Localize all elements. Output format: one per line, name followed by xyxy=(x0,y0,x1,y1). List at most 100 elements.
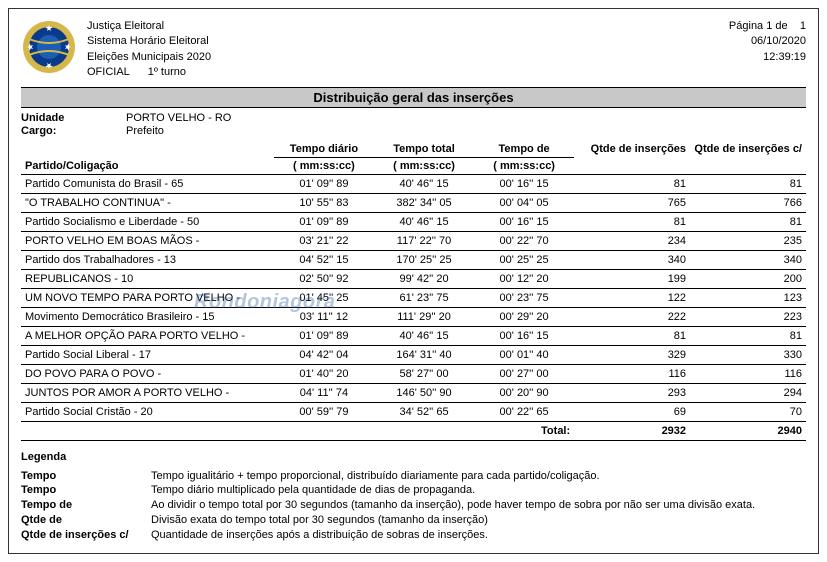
page-number: Página 1 de 1 xyxy=(729,19,806,34)
page-label: Página 1 de xyxy=(729,20,788,32)
legend-label: Qtde de inserções c/ xyxy=(21,528,151,543)
cell-qtde-c: 330 xyxy=(690,345,806,364)
cell-partido: DO POVO PARA O POVO - xyxy=(21,364,274,383)
cell-tempo-total: 34' 52'' 65 xyxy=(374,402,474,421)
page-total: 1 xyxy=(800,20,806,32)
cell-tempo-total: 146' 50'' 90 xyxy=(374,383,474,402)
cell-tempo-total: 117' 22'' 70 xyxy=(374,231,474,250)
table-row: "O TRABALHO CONTINUA" -10' 55'' 83382' 3… xyxy=(21,193,806,212)
cell-qtde: 293 xyxy=(574,383,690,402)
cell-tempo-diario: 01' 40'' 20 xyxy=(274,364,374,383)
cell-tempo-de: 00' 22'' 70 xyxy=(474,231,574,250)
table-row: Partido dos Trabalhadores - 1304' 52'' 1… xyxy=(21,250,806,269)
cell-partido: JUNTOS POR AMOR A PORTO VELHO - xyxy=(21,383,274,402)
col-tempo-total: Tempo total xyxy=(374,141,474,158)
col-unit-3: ( mm:ss:cc) xyxy=(474,157,574,174)
cell-tempo-de: 00' 27'' 00 xyxy=(474,364,574,383)
cell-tempo-de: 00' 20'' 90 xyxy=(474,383,574,402)
header: Justiça Eleitoral Sistema Horário Eleito… xyxy=(21,19,806,81)
legend-desc: Tempo diário multiplicado pela quantidad… xyxy=(151,483,475,498)
cell-tempo-diario: 01' 45'' 25 xyxy=(274,288,374,307)
meta-cargo: Cargo: Prefeito xyxy=(21,125,806,137)
cell-qtde: 340 xyxy=(574,250,690,269)
cell-tempo-total: 99' 42'' 20 xyxy=(374,269,474,288)
header-turno: 1º turno xyxy=(148,66,186,78)
header-line2: Sistema Horário Eleitoral xyxy=(87,34,729,49)
cell-tempo-de: 00' 25'' 25 xyxy=(474,250,574,269)
legend-desc: Tempo igualitário + tempo proporcional, … xyxy=(151,469,600,484)
report-title: Distribuição geral das inserções xyxy=(21,87,806,108)
cell-qtde: 329 xyxy=(574,345,690,364)
col-tempo-de: Tempo de xyxy=(474,141,574,158)
cell-qtde-c: 123 xyxy=(690,288,806,307)
cell-tempo-diario: 03' 21'' 22 xyxy=(274,231,374,250)
header-line1: Justiça Eleitoral xyxy=(87,19,729,34)
cell-qtde: 222 xyxy=(574,307,690,326)
table-row: JUNTOS POR AMOR A PORTO VELHO -04' 11'' … xyxy=(21,383,806,402)
cell-qtde-c: 81 xyxy=(690,212,806,231)
col-partido: Partido/Coligação xyxy=(21,141,274,175)
cell-qtde: 81 xyxy=(574,326,690,345)
cell-partido: Partido Social Cristão - 20 xyxy=(21,402,274,421)
cell-qtde-c: 294 xyxy=(690,383,806,402)
cell-partido: PORTO VELHO EM BOAS MÃOS - xyxy=(21,231,274,250)
cell-tempo-de: 00' 04'' 05 xyxy=(474,193,574,212)
cell-tempo-de: 00' 16'' 15 xyxy=(474,212,574,231)
cell-qtde: 116 xyxy=(574,364,690,383)
cell-qtde-c: 81 xyxy=(690,174,806,193)
cell-partido: Partido dos Trabalhadores - 13 xyxy=(21,250,274,269)
legend-label: Tempo de xyxy=(21,498,151,513)
cell-tempo-diario: 01' 09'' 89 xyxy=(274,326,374,345)
cell-qtde-c: 766 xyxy=(690,193,806,212)
header-date: 06/10/2020 xyxy=(729,34,806,49)
cell-partido: Partido Social Liberal - 17 xyxy=(21,345,274,364)
table-row: Movimento Democrático Brasileiro - 1503'… xyxy=(21,307,806,326)
unidade-label: Unidade xyxy=(21,112,126,124)
cell-tempo-diario: 00' 59'' 79 xyxy=(274,402,374,421)
cell-tempo-de: 00' 12'' 20 xyxy=(474,269,574,288)
table-row: DO POVO PARA O POVO -01' 40'' 2058' 27''… xyxy=(21,364,806,383)
cell-partido: Partido Comunista do Brasil - 65 xyxy=(21,174,274,193)
header-line4: OFICIAL 1º turno xyxy=(87,65,729,80)
col-qtde-c: Qtde de inserções c/ xyxy=(690,141,806,175)
cell-qtde: 234 xyxy=(574,231,690,250)
cell-partido: Movimento Democrático Brasileiro - 15 xyxy=(21,307,274,326)
cell-qtde-c: 116 xyxy=(690,364,806,383)
cell-tempo-diario: 01' 09'' 89 xyxy=(274,174,374,193)
cell-qtde: 81 xyxy=(574,212,690,231)
cell-qtde-c: 223 xyxy=(690,307,806,326)
cell-tempo-de: 00' 29'' 20 xyxy=(474,307,574,326)
table-row: REPUBLICANOS - 1002' 50'' 9299' 42'' 200… xyxy=(21,269,806,288)
cargo-value: Prefeito xyxy=(126,125,164,137)
cell-tempo-total: 58' 27'' 00 xyxy=(374,364,474,383)
legend-row: Qtde de inserções c/Quantidade de inserç… xyxy=(21,528,806,543)
cell-tempo-total: 40' 46'' 15 xyxy=(374,212,474,231)
col-qtde: Qtde de inserções xyxy=(574,141,690,175)
cell-partido: "O TRABALHO CONTINUA" - xyxy=(21,193,274,212)
cell-tempo-de: 00' 01'' 40 xyxy=(474,345,574,364)
legend-desc: Ao dividir o tempo total por 30 segundos… xyxy=(151,498,755,513)
cell-partido: A MELHOR OPÇÃO PARA PORTO VELHO - xyxy=(21,326,274,345)
cell-partido: REPUBLICANOS - 10 xyxy=(21,269,274,288)
cell-partido: UM NOVO TEMPO PARA PORTO VELHO - xyxy=(21,288,274,307)
cell-tempo-de: 00' 16'' 15 xyxy=(474,326,574,345)
cell-qtde: 81 xyxy=(574,174,690,193)
insertions-table: Partido/Coligação Tempo diário Tempo tot… xyxy=(21,141,806,441)
legend-row: TempoTempo igualitário + tempo proporcio… xyxy=(21,469,806,484)
legend-label: Tempo xyxy=(21,469,151,484)
unidade-value: PORTO VELHO - RO xyxy=(126,112,231,124)
cell-tempo-de: 00' 22'' 65 xyxy=(474,402,574,421)
cell-qtde: 199 xyxy=(574,269,690,288)
cell-tempo-total: 170' 25'' 25 xyxy=(374,250,474,269)
cell-tempo-diario: 10' 55'' 83 xyxy=(274,193,374,212)
header-time: 12:39:19 xyxy=(729,50,806,65)
cell-tempo-de: 00' 23'' 75 xyxy=(474,288,574,307)
legend-row: Tempo deAo dividir o tempo total por 30 … xyxy=(21,498,806,513)
cell-tempo-total: 382' 34'' 05 xyxy=(374,193,474,212)
cell-tempo-total: 111' 29'' 20 xyxy=(374,307,474,326)
cell-tempo-total: 164' 31'' 40 xyxy=(374,345,474,364)
cell-qtde: 122 xyxy=(574,288,690,307)
legend-label: Tempo xyxy=(21,483,151,498)
header-org: Justiça Eleitoral Sistema Horário Eleito… xyxy=(87,19,729,81)
header-oficial: OFICIAL xyxy=(87,66,129,78)
